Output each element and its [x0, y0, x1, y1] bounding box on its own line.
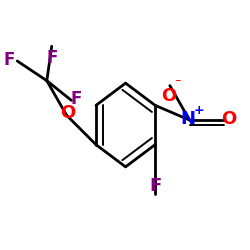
Text: N: N [181, 110, 196, 128]
Text: O: O [60, 104, 75, 122]
Text: F: F [4, 51, 15, 69]
Text: F: F [46, 49, 58, 67]
Text: ⁻: ⁻ [174, 77, 180, 90]
Text: O: O [161, 87, 176, 105]
Text: O: O [221, 110, 236, 128]
Text: F: F [149, 177, 161, 195]
Text: F: F [70, 90, 82, 108]
Text: +: + [194, 104, 205, 117]
